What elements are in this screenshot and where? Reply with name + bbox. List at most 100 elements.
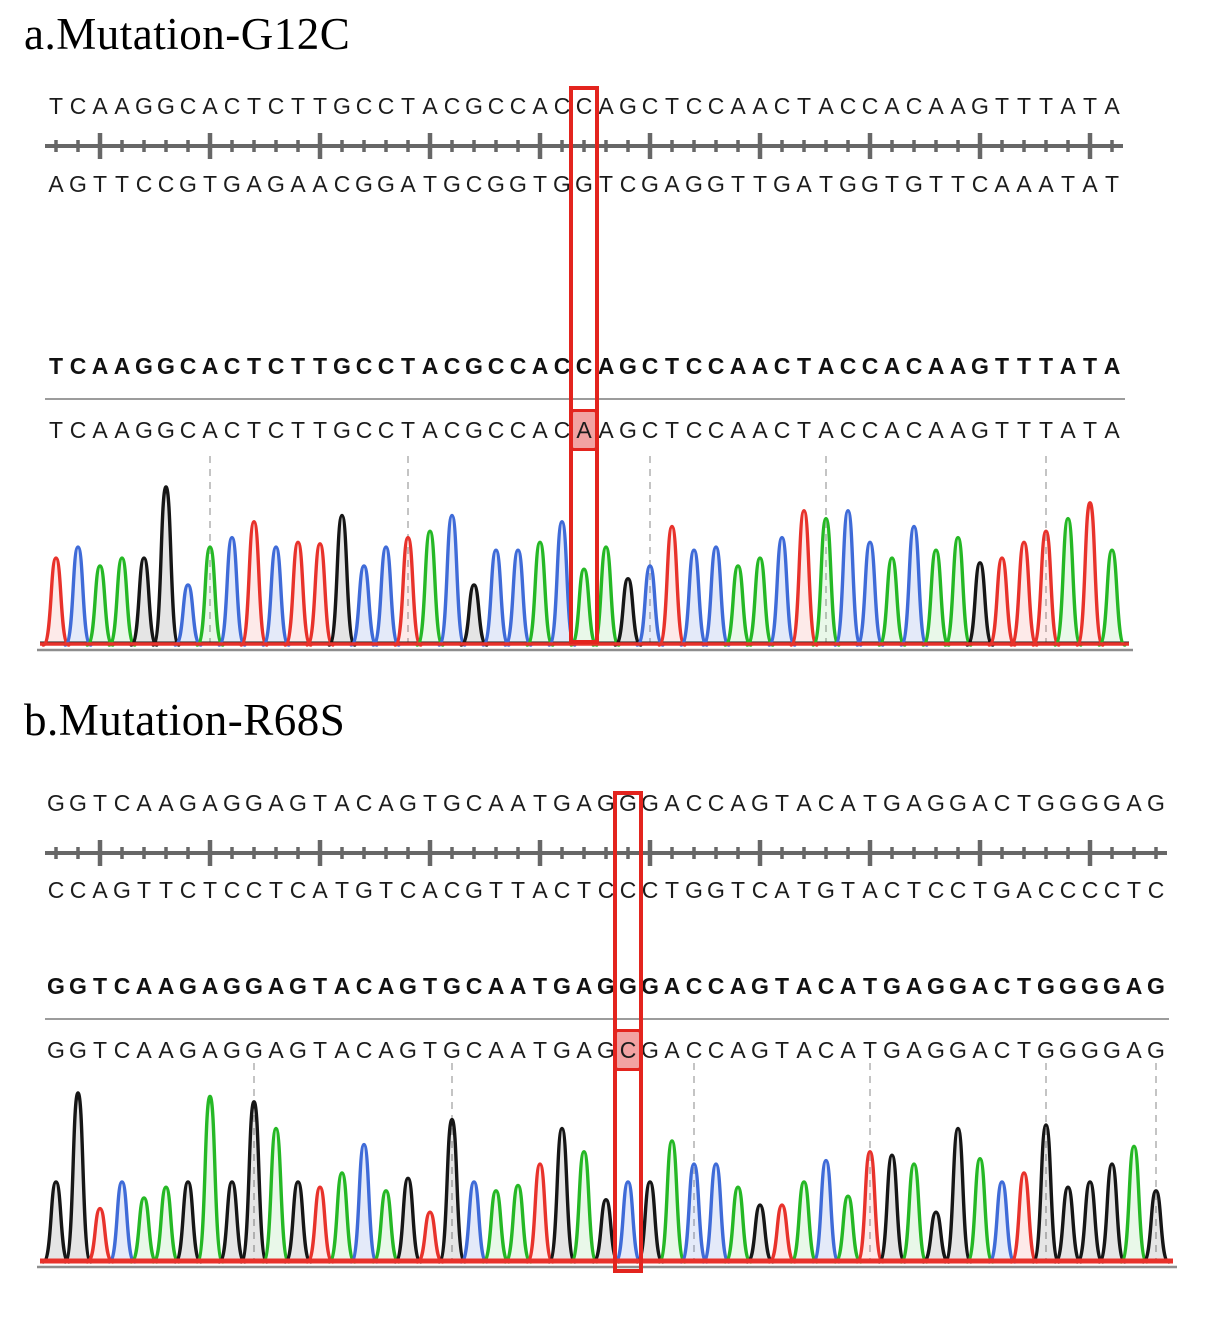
base-letter: A bbox=[1103, 353, 1121, 379]
base-letter: A bbox=[113, 353, 131, 379]
base-letter: A bbox=[136, 790, 152, 816]
base-letter: A bbox=[729, 353, 747, 379]
base-letter: C bbox=[179, 877, 197, 903]
base-letter: C bbox=[707, 417, 725, 443]
base-letter: A bbox=[312, 171, 328, 197]
base-letter: A bbox=[1016, 877, 1032, 903]
base-letter: A bbox=[1016, 171, 1032, 197]
base-letter: G bbox=[179, 1037, 197, 1063]
base-letter: T bbox=[532, 171, 548, 197]
base-letter: A bbox=[135, 973, 153, 999]
base-letter: T bbox=[1016, 1037, 1032, 1063]
base-letter: C bbox=[707, 973, 725, 999]
ruler-svg bbox=[45, 840, 1167, 866]
base-letter: C bbox=[179, 353, 197, 379]
base-letter: C bbox=[1081, 877, 1099, 903]
base-letter: T bbox=[312, 417, 328, 443]
base-letter: A bbox=[598, 93, 614, 119]
base-letter: C bbox=[113, 1037, 131, 1063]
base-letter: C bbox=[685, 93, 703, 119]
base-letter: A bbox=[883, 353, 901, 379]
base-letter: C bbox=[465, 790, 483, 816]
base-letter: A bbox=[158, 790, 174, 816]
base-letter: A bbox=[730, 417, 746, 443]
base-letter: G bbox=[179, 171, 197, 197]
base-letter: C bbox=[69, 353, 87, 379]
base-letter: T bbox=[1104, 171, 1120, 197]
base-letter: A bbox=[422, 417, 438, 443]
base-letter: C bbox=[817, 790, 835, 816]
base-letter: C bbox=[993, 973, 1011, 999]
base-letter: T bbox=[862, 1037, 878, 1063]
base-letter: A bbox=[573, 412, 595, 448]
base-letter: A bbox=[774, 877, 790, 903]
base-letter: T bbox=[158, 877, 174, 903]
base-letter: T bbox=[422, 790, 438, 816]
base-letter: G bbox=[641, 1037, 659, 1063]
base-letter: C bbox=[707, 1037, 725, 1063]
base-letter: C bbox=[861, 353, 879, 379]
base-letter: A bbox=[818, 93, 834, 119]
base-letter: A bbox=[972, 790, 988, 816]
base-letter: C bbox=[223, 417, 241, 443]
base-letter: C bbox=[245, 877, 263, 903]
base-letter: T bbox=[246, 93, 262, 119]
base-letter: C bbox=[355, 790, 373, 816]
base-letter: A bbox=[1059, 353, 1077, 379]
base-letter: G bbox=[157, 353, 175, 379]
base-letter: T bbox=[510, 877, 526, 903]
panel-a-mutation-box bbox=[569, 86, 599, 644]
base-letter: A bbox=[576, 790, 592, 816]
base-letter: G bbox=[223, 973, 241, 999]
base-letter: C bbox=[443, 353, 461, 379]
base-letter: T bbox=[774, 1037, 790, 1063]
base-letter: A bbox=[91, 353, 109, 379]
base-letter: C bbox=[333, 171, 351, 197]
base-letter: T bbox=[400, 417, 416, 443]
base-letter: C bbox=[509, 93, 527, 119]
base-letter: G bbox=[575, 171, 593, 197]
base-letter: C bbox=[135, 171, 153, 197]
base-letter: A bbox=[532, 417, 548, 443]
base-letter: G bbox=[597, 973, 615, 999]
base-letter: C bbox=[971, 171, 989, 197]
base-letter: G bbox=[597, 790, 615, 816]
base-letter: T bbox=[730, 877, 746, 903]
base-letter: G bbox=[377, 171, 395, 197]
base-letter: T bbox=[48, 417, 64, 443]
base-letter: A bbox=[201, 973, 219, 999]
base-letter: G bbox=[641, 171, 659, 197]
base-letter: A bbox=[796, 1037, 812, 1063]
base-letter: G bbox=[179, 973, 197, 999]
base-letter: C bbox=[685, 417, 703, 443]
base-letter: A bbox=[971, 973, 989, 999]
base-letter: C bbox=[69, 93, 87, 119]
base-letter: T bbox=[422, 171, 438, 197]
base-letter: T bbox=[1016, 790, 1032, 816]
base-letter: T bbox=[422, 1037, 438, 1063]
base-letter: A bbox=[906, 1037, 922, 1063]
base-letter: C bbox=[223, 93, 241, 119]
panel-b-title: b.Mutation-R68S bbox=[24, 695, 346, 745]
base-letter: T bbox=[312, 790, 328, 816]
base-letter: T bbox=[48, 353, 64, 379]
base-letter: A bbox=[246, 171, 262, 197]
base-letter: T bbox=[290, 417, 306, 443]
base-letter: T bbox=[400, 353, 416, 379]
base-letter: G bbox=[1103, 1037, 1121, 1063]
base-letter: A bbox=[751, 353, 769, 379]
base-letter: C bbox=[707, 790, 725, 816]
base-letter: G bbox=[861, 171, 879, 197]
base-letter: T bbox=[1016, 973, 1032, 999]
base-letter: C bbox=[597, 877, 615, 903]
base-letter: T bbox=[532, 973, 548, 999]
base-letter: C bbox=[685, 973, 703, 999]
panel-a-position-ruler bbox=[45, 131, 1129, 161]
base-letter: T bbox=[774, 790, 790, 816]
base-letter: G bbox=[971, 417, 989, 443]
base-letter: T bbox=[268, 877, 284, 903]
base-letter: G bbox=[619, 417, 637, 443]
base-letter: C bbox=[949, 877, 967, 903]
base-letter: C bbox=[355, 973, 373, 999]
base-letter: C bbox=[509, 417, 527, 443]
